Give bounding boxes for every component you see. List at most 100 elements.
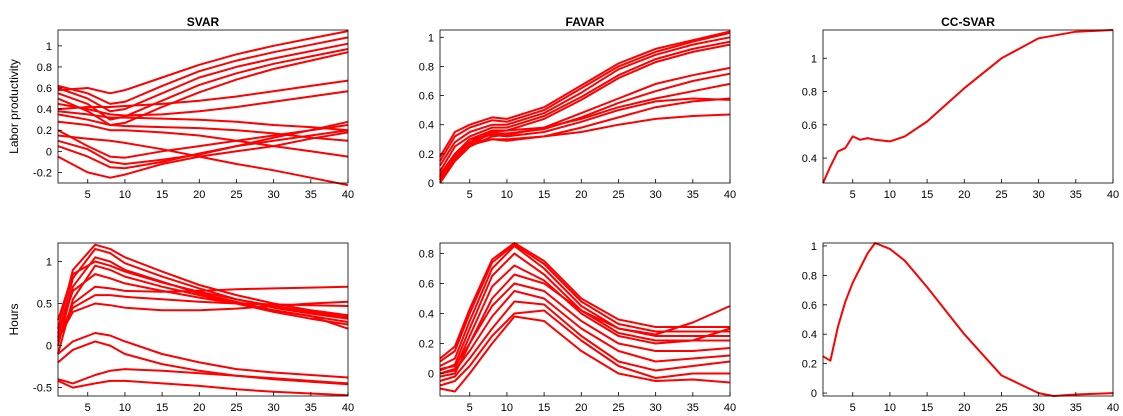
x-tick-label: 20 (958, 189, 970, 201)
series-line-5 (439, 30, 731, 158)
x-tick-label: 15 (538, 402, 550, 414)
y-tick-label: 0.8 (802, 87, 817, 99)
series-line-4 (57, 260, 349, 321)
subplot-title: CC-SVAR (941, 15, 995, 29)
y-tick-label: 0 (811, 388, 817, 400)
y-tick-label: 0.4 (419, 120, 434, 132)
y-tick-label: 0.6 (37, 83, 52, 95)
y-tick-label: 1 (46, 256, 52, 268)
x-tick-label: 25 (612, 402, 624, 414)
series-line-12 (57, 368, 349, 385)
axes-frame (822, 29, 1114, 184)
series-line-8 (57, 110, 349, 132)
series-line-3 (439, 40, 731, 172)
x-tick-label: 20 (958, 402, 970, 414)
series-line-2 (439, 31, 731, 162)
series-line-8 (57, 294, 349, 338)
series-line-1 (439, 245, 730, 367)
series-line-7 (57, 285, 349, 342)
y-tick-label: 0 (428, 178, 434, 190)
series-line-4 (439, 43, 731, 177)
x-tick-label: 30 (650, 189, 662, 201)
x-tick-label: 25 (995, 189, 1007, 201)
series-line-13 (57, 379, 349, 397)
subplot-2: 5 10 15 20 25 30 35 40 0 0.2 0.4 0.6 0.8 1 FAVAR (419, 15, 736, 201)
series-line-11 (57, 124, 349, 159)
x-tick-label: 25 (230, 402, 242, 414)
x-tick-label: 15 (538, 189, 550, 201)
series-line-11 (439, 113, 731, 181)
x-tick-label: 30 (268, 189, 280, 201)
x-tick-label: 10 (119, 189, 131, 201)
x-tick-label: 35 (687, 402, 699, 414)
series-line-3 (57, 36, 349, 105)
x-tick-label: 25 (612, 189, 624, 201)
x-tick-label: 15 (156, 402, 168, 414)
series-line-1 (822, 29, 1114, 184)
series-line-5 (439, 264, 731, 375)
y-tick-label: 0.8 (419, 61, 434, 73)
x-tick-label: 30 (1033, 189, 1045, 201)
y-tick-label: 0.6 (419, 91, 434, 103)
series-line-3 (439, 252, 730, 372)
y-tick-label: 0.4 (802, 153, 817, 165)
axes-frame (439, 242, 731, 397)
x-tick-label: 40 (342, 402, 354, 414)
series-line-14 (57, 131, 349, 179)
x-tick-label: 40 (342, 189, 354, 201)
subplot-1: 5 10 15 20 25 30 35 40 -0.2 0 0.2 0.4 0.6 0.8 1 SVAR Lab… (7, 15, 354, 201)
x-tick-label: 35 (305, 402, 317, 414)
series-line-7 (439, 72, 731, 181)
x-tick-label: 15 (156, 189, 168, 201)
series-line-7 (57, 90, 349, 117)
series-line-15 (57, 134, 349, 187)
y-tick-label: 0 (46, 146, 52, 158)
series-line-1 (57, 42, 349, 113)
x-tick-label: 30 (650, 402, 662, 414)
series-line-10 (57, 120, 349, 158)
y-tick-label: -0.2 (33, 167, 52, 179)
x-tick-label: 35 (1070, 189, 1082, 201)
series-line-1 (822, 242, 1114, 397)
y-tick-label: 0.6 (419, 279, 434, 291)
series-line-7 (439, 282, 731, 370)
x-tick-label: 10 (884, 189, 896, 201)
x-tick-label: 20 (193, 402, 205, 414)
x-tick-label: 30 (1033, 402, 1045, 414)
y-tick-label: 1 (428, 32, 434, 44)
x-tick-label: 5 (85, 402, 91, 414)
axes-frame (57, 242, 349, 397)
y-tick-label: 0.4 (419, 309, 434, 321)
y-axis-label: Labor productivity (7, 59, 21, 154)
series-line-4 (57, 30, 349, 95)
series-line-10 (439, 309, 730, 387)
y-tick-label: 0.2 (419, 149, 434, 161)
series-line-5 (57, 264, 349, 355)
axes-frame (57, 29, 349, 184)
series-line-11 (439, 315, 731, 393)
y-tick-label: 0.6 (802, 300, 817, 312)
subplot-4: 5 10 15 20 25 30 35 40 -0.5 0 0.5 1 Hours (7, 242, 354, 414)
y-tick-label: 0.6 (802, 120, 817, 132)
x-tick-label: 20 (575, 402, 587, 414)
x-tick-label: 40 (724, 189, 736, 201)
y-tick-label: 0.4 (802, 329, 817, 341)
subplot-3: 5 10 15 20 25 30 35 40 0.4 0.6 0.8 1 CC-SVAR (802, 15, 1119, 201)
subplot-6: 5 10 15 20 25 30 35 40 0 0.2 0.4 0.6 0.8 1 (802, 241, 1119, 414)
x-tick-label: 5 (467, 402, 473, 414)
series-line-13 (57, 120, 349, 170)
y-tick-label: 1 (46, 41, 52, 53)
axes-frame (822, 242, 1114, 397)
y-tick-label: 0.2 (802, 359, 817, 371)
subplot-title: FAVAR (566, 15, 605, 29)
y-tick-label: 0.5 (37, 299, 52, 311)
series-line-10 (57, 332, 349, 379)
x-tick-label: 10 (501, 189, 513, 201)
x-tick-label: 40 (724, 402, 736, 414)
y-tick-label: 0 (46, 341, 52, 353)
x-tick-label: 5 (850, 402, 856, 414)
x-tick-label: 40 (1107, 402, 1119, 414)
x-tick-label: 5 (467, 189, 473, 201)
axes-frame (439, 29, 731, 184)
